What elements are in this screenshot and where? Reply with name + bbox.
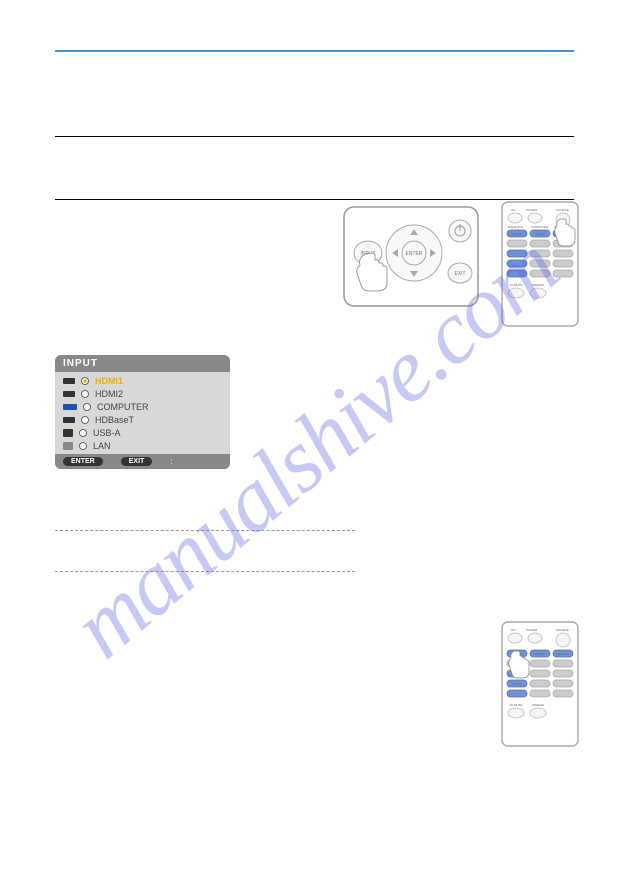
power-label: POWER (526, 208, 538, 212)
autoadj-button[interactable] (553, 660, 573, 667)
id2-button[interactable] (530, 270, 550, 277)
power-on-label: ON (511, 208, 516, 212)
apps-button[interactable] (553, 260, 573, 267)
power-on-button[interactable] (508, 213, 522, 223)
avmute-label: AV-MUTE (509, 703, 522, 707)
displayport-button[interactable] (507, 240, 527, 247)
freeze-button[interactable] (530, 708, 546, 718)
enter-pill[interactable]: ENTER (63, 457, 103, 466)
footer-colon: : (170, 457, 172, 466)
hdbaset-button-label: HDBaseT (556, 652, 569, 656)
lan-button[interactable] (530, 680, 550, 687)
computer-label: COMPUTER (531, 225, 549, 229)
power-on-button[interactable] (508, 633, 522, 643)
input-menu-title: INPUT (55, 355, 230, 372)
id3-button[interactable] (553, 270, 573, 277)
id3-button[interactable] (553, 690, 573, 697)
hdmi-port-icon (63, 378, 75, 384)
radio-selected-icon (81, 377, 89, 385)
hdmi-port-icon (63, 417, 75, 423)
hand-pointer-icon (357, 253, 387, 291)
remote-top: ON POWER SOURCE HDMI1 HDMI2 HDBaseT AV-M… (500, 200, 580, 328)
exit-pill[interactable]: EXIT (121, 457, 153, 466)
black-rule-1 (55, 136, 574, 137)
hdmi-port-icon (63, 391, 75, 397)
computer-button[interactable] (530, 660, 550, 667)
source-label: SOURCE (556, 628, 569, 632)
input-label: HDBaseT (95, 415, 134, 425)
radio-icon (81, 416, 89, 424)
video-button-label: VIDEO (512, 682, 522, 686)
power-standby-button[interactable] (528, 633, 542, 643)
dashed-separator-2 (55, 571, 355, 572)
id1-button[interactable] (507, 690, 527, 697)
computer-button[interactable] (530, 240, 550, 247)
usbb-button[interactable] (530, 250, 550, 257)
source-button[interactable] (556, 633, 570, 647)
input-label: HDMI1 (95, 376, 123, 386)
radio-icon (79, 429, 87, 437)
input-row-hdbaset[interactable]: HDBaseT (55, 413, 230, 426)
blank1-button[interactable] (553, 670, 573, 677)
input-menu-footer: ENTER EXIT : (55, 454, 230, 469)
input-menu-body: HDMI1 HDMI2 COMPUTER HDBaseT USB-A LAN (55, 372, 230, 454)
input-row-hdmi1[interactable]: HDMI1 (55, 374, 230, 387)
power-label: POWER (526, 628, 538, 632)
input-osd-menu: INPUT HDMI1 HDMI2 COMPUTER HDBaseT USB-A (55, 355, 230, 469)
usbb-button[interactable] (530, 670, 550, 677)
radio-icon (81, 390, 89, 398)
blank1-button[interactable] (553, 250, 573, 257)
hdmi1-button-label: HDMI1 (512, 232, 522, 236)
black-rule-2 (55, 199, 574, 200)
dashed-separator-1 (55, 530, 355, 531)
hdmi2-button-label: HDMI2 (535, 232, 545, 236)
enter-button-label: ENTER (406, 251, 423, 257)
input-row-usba[interactable]: USB-A (55, 426, 230, 439)
avmute-button[interactable] (508, 288, 524, 298)
remote-bottom: ON POWER SOURCE HDMI1 HDMI2 HDBaseT USB-… (500, 620, 580, 748)
source-label: SOURCE (556, 208, 569, 212)
input-label: COMPUTER (97, 402, 149, 412)
power-on-label: ON (511, 628, 516, 632)
power-standby-button[interactable] (528, 213, 542, 223)
lan-button[interactable] (530, 260, 550, 267)
radio-icon (83, 403, 91, 411)
input-label: HDMI2 (95, 389, 123, 399)
vga-port-icon (63, 404, 77, 410)
freeze-button[interactable] (530, 288, 546, 298)
input-label: LAN (93, 441, 111, 451)
usba-button[interactable] (507, 250, 527, 257)
hdmi2-button-label: HDMI2 (535, 652, 545, 656)
radio-icon (79, 442, 87, 450)
input-row-lan[interactable]: LAN (55, 439, 230, 452)
avmute-label: AV-MUTE (509, 283, 522, 287)
video-button[interactable] (507, 260, 527, 267)
input-row-hdmi2[interactable]: HDMI2 (55, 387, 230, 400)
lan-port-icon (63, 442, 73, 450)
displayport-label: DisplayPort (508, 225, 524, 229)
exit-button-label: EXIT (454, 271, 465, 277)
input-label: USB-A (93, 428, 121, 438)
id2-button[interactable] (530, 690, 550, 697)
freeze-label: FREEZE (532, 703, 544, 707)
input-row-computer[interactable]: COMPUTER (55, 400, 230, 413)
avmute-button[interactable] (508, 708, 524, 718)
projector-control-panel: INPUT ENTER EXIT (342, 205, 480, 308)
top-blue-rule (55, 50, 574, 52)
freeze-label: FREEZE (532, 283, 544, 287)
usb-port-icon (63, 429, 73, 437)
apps-button[interactable] (553, 680, 573, 687)
id1-button[interactable] (507, 270, 527, 277)
